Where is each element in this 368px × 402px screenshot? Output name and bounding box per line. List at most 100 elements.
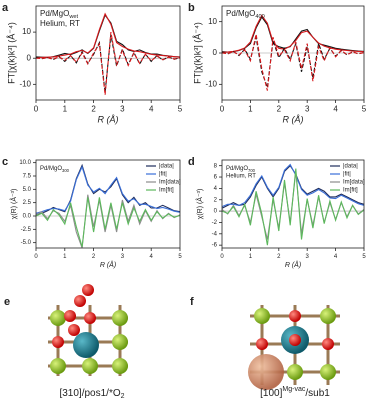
x-tick-label: 2: [277, 105, 282, 114]
y-tick-label: 2.5: [23, 200, 32, 206]
legend-label: |data|: [343, 164, 358, 170]
x-tick-label: 5: [362, 105, 367, 114]
structure-caption-text: [100]: [260, 388, 282, 399]
sample-label: Pd/MgOwet: [40, 9, 78, 20]
structure-caption-tail: /sub1: [305, 388, 330, 399]
panel-label: a: [2, 2, 9, 14]
x-tick-label: 1: [249, 254, 253, 260]
structure-caption-sup: Mg-vac: [282, 386, 305, 393]
sample-label: Pd/MgO300: [40, 166, 70, 173]
sample-label-text: Pd/MgO: [40, 9, 69, 18]
y-tick-label: 0: [214, 209, 218, 215]
x-tick-label: 0: [34, 254, 38, 260]
y-tick-label: -2: [212, 220, 218, 226]
y-axis-label: χ(R) (Å⁻³): [195, 189, 204, 220]
data-line: [221, 34, 365, 91]
y-tick-label: 0: [27, 53, 32, 62]
x-tick-label: 5: [178, 105, 183, 114]
sample-label-sub: 300: [62, 168, 70, 173]
x-tick-label: 0: [220, 254, 224, 260]
x-tick-label: 1: [63, 105, 68, 114]
panel-label: d: [188, 156, 195, 168]
data-line: [35, 194, 181, 249]
x-tick-label: 2: [91, 105, 96, 114]
structure-caption-sub: 2: [121, 393, 125, 400]
x-tick-label: 2: [92, 254, 96, 260]
legend-label: |fit|: [159, 172, 167, 178]
y-tick-label: 8: [214, 163, 218, 169]
x-tick-label: 4: [334, 254, 338, 260]
data-line: [221, 168, 365, 246]
panel-label: e: [4, 296, 10, 308]
data-line: [221, 14, 365, 53]
data-line: [221, 163, 365, 208]
x-tick-label: 3: [306, 254, 310, 260]
structure-caption: [310]/pos1/*O2: [59, 388, 124, 401]
legend-label: Im[fit]: [343, 188, 358, 194]
y-tick-label: 10: [22, 27, 31, 36]
sample-label-sub: 700: [248, 168, 256, 173]
y-tick-label: 10: [208, 17, 217, 26]
y-tick-label: 0.0: [23, 214, 32, 220]
structure-caption-text: [310]/pos1/*O: [59, 388, 120, 399]
y-tick-label: 6: [214, 175, 218, 181]
y-tick-label: 7.5: [23, 174, 32, 180]
y-tick-label: 0: [213, 48, 218, 57]
data-line: [35, 32, 181, 95]
sample-label-sub: 400: [255, 14, 264, 20]
plot-frame: [221, 159, 365, 249]
y-axis-label: FT[χ(k)k³] (Å⁻⁴): [6, 22, 16, 84]
legend-label: |fit|: [343, 172, 351, 178]
x-tick-label: 4: [333, 105, 338, 114]
y-tick-label: -4: [212, 231, 218, 237]
panel-label: b: [188, 2, 195, 14]
y-tick-label: -6: [212, 243, 218, 249]
data-line: [35, 12, 181, 59]
x-tick-label: 4: [150, 254, 154, 260]
panel-label: c: [2, 156, 8, 168]
legend-label: |data|: [159, 164, 174, 170]
x-tick-label: 0: [220, 105, 225, 114]
x-tick-label: 1: [63, 254, 67, 260]
y-tick-label: 4: [214, 186, 218, 192]
x-axis-label: R (Å): [100, 260, 116, 269]
plot-frame: [35, 5, 181, 101]
x-axis-label: R (Å): [285, 260, 301, 269]
sample-label: Pd/MgO700: [226, 166, 256, 173]
legend-label: Im[data]: [343, 180, 365, 186]
x-axis-label: R (Å): [283, 114, 304, 124]
x-tick-label: 3: [305, 105, 310, 114]
x-tick-label: 1: [248, 105, 253, 114]
y-tick-label: -2.5: [21, 227, 32, 233]
x-tick-label: 5: [178, 254, 182, 260]
x-axis-label: R (Å): [98, 114, 119, 124]
legend-label: Im[data]: [159, 180, 181, 186]
structure-caption: [100]Mg-vac/sub1: [260, 386, 330, 398]
sample-label-text: Pd/MgO: [40, 166, 62, 172]
sample-label: Pd/MgO400: [226, 9, 265, 20]
x-tick-label: 2: [277, 254, 281, 260]
y-tick-label: 2: [214, 197, 218, 203]
y-axis-label: FT[χ(k)k³] (Å⁻⁴): [192, 22, 202, 84]
sample-label-text: Pd/MgO: [226, 9, 255, 18]
y-axis-label: χ(R) (Å⁻³): [9, 189, 18, 220]
y-tick-label: 5.0: [23, 187, 32, 193]
plot-frame: [35, 159, 181, 249]
structure-f: [248, 305, 340, 390]
x-tick-label: 3: [120, 105, 125, 114]
y-tick-label: 10.0: [19, 160, 31, 166]
legend-label: Im[fit]: [159, 188, 174, 194]
data-line: [221, 15, 365, 53]
x-tick-label: 5: [362, 254, 366, 260]
x-tick-label: 4: [149, 105, 154, 114]
y-tick-label: -10: [205, 79, 217, 88]
annotation: Helium, RT: [226, 174, 256, 180]
x-tick-label: 0: [34, 105, 39, 114]
data-line: [221, 37, 365, 88]
y-tick-label: -5.0: [21, 240, 32, 246]
structure-e: [48, 284, 128, 376]
y-tick-label: -10: [19, 79, 31, 88]
data-line: [35, 165, 181, 214]
data-line: [35, 197, 181, 248]
